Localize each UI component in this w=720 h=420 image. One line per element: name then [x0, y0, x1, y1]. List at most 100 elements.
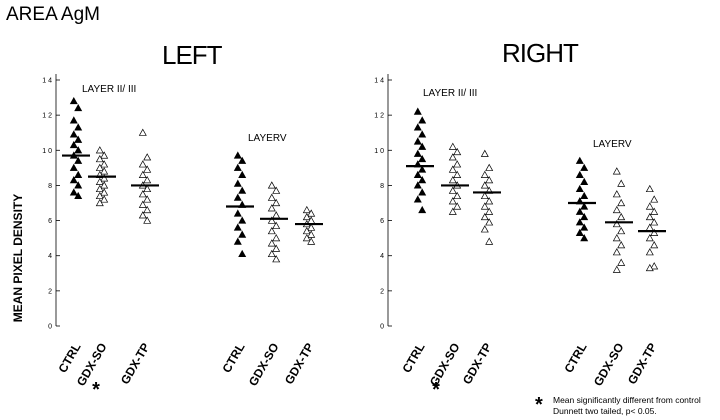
data-point: [485, 197, 494, 205]
data-point: [138, 211, 147, 219]
category-label: GDX-TP: [460, 341, 495, 387]
data-point: [645, 263, 654, 272]
data-point: [448, 207, 457, 215]
data-point: [100, 188, 109, 196]
data-point: [267, 216, 276, 224]
data-point: [453, 160, 462, 168]
data-point: [485, 176, 494, 184]
data-point: [485, 237, 494, 245]
data-point: [95, 146, 104, 154]
data-point: [413, 195, 422, 203]
data-point: [238, 170, 247, 178]
data-point: [480, 202, 489, 210]
data-point: [485, 163, 494, 171]
layer-label: LAYER II/ III: [423, 88, 477, 99]
data-point: [418, 142, 427, 150]
significance-asterisk: *: [432, 379, 440, 401]
data-point: [612, 167, 621, 175]
category-label: CTRL: [219, 341, 247, 376]
data-point: [612, 205, 621, 214]
data-point: [69, 116, 78, 124]
category-label: CTRL: [561, 341, 589, 376]
data-point: [448, 176, 457, 184]
data-point: [418, 130, 427, 138]
y-tick-label: 6: [380, 218, 384, 225]
data-point: [612, 219, 621, 228]
data-point: [448, 186, 457, 194]
data-point: [480, 170, 489, 178]
data-point: [272, 221, 281, 229]
data-point: [453, 202, 462, 210]
category-label: GDX-TP: [118, 341, 153, 387]
data-point: [617, 198, 626, 207]
y-tick-label: 4: [48, 253, 52, 260]
data-point: [418, 154, 427, 163]
data-point: [138, 190, 147, 198]
data-point: [418, 165, 427, 173]
data-point: [267, 226, 276, 235]
data-point: [418, 205, 427, 214]
data-point: [485, 207, 494, 215]
data-point: [575, 207, 584, 215]
data-point: [238, 216, 247, 224]
data-point: [272, 211, 281, 219]
data-point: [617, 212, 626, 221]
data-point: [267, 204, 276, 212]
data-point: [302, 234, 311, 242]
data-point: [95, 198, 104, 207]
data-point: [645, 184, 654, 193]
data-point: [238, 186, 247, 194]
data-point: [575, 156, 584, 164]
footnote-line-1: Mean significantly different from contro…: [553, 395, 701, 405]
data-point: [617, 241, 626, 249]
data-point: [448, 165, 457, 173]
data-point: [272, 198, 281, 207]
data-point: [413, 107, 422, 115]
data-point: [580, 212, 589, 221]
layer-label: LAYER II/ III: [82, 84, 136, 95]
data-point: [650, 195, 659, 203]
data-point: [575, 184, 584, 193]
data-point: [138, 128, 147, 136]
data-point: [580, 191, 589, 200]
data-point: [233, 151, 242, 159]
data-point: [272, 234, 281, 242]
y-tick-label: 0: [380, 324, 384, 331]
data-point: [580, 234, 589, 242]
y-tick-label: 1 2: [42, 113, 52, 120]
footnote-line-2: Dunnett two tailed, p< 0.05.: [553, 406, 657, 416]
data-point: [307, 237, 316, 245]
data-point: [100, 195, 109, 203]
y-tick-label: 1 0: [374, 148, 384, 155]
data-point: [448, 142, 457, 150]
data-point: [74, 181, 83, 189]
data-point: [69, 176, 78, 184]
y-tick-label: 2: [380, 288, 384, 295]
data-point: [74, 156, 83, 164]
data-point: [645, 212, 654, 221]
data-point: [272, 255, 281, 263]
data-point: [650, 228, 659, 236]
data-point: [448, 197, 457, 205]
left-panel-title: LEFT: [162, 40, 223, 70]
data-point: [302, 212, 311, 221]
data-point: [74, 170, 83, 178]
data-point: [480, 212, 489, 221]
data-point: [272, 186, 281, 194]
data-point: [238, 156, 247, 164]
data-point: [138, 200, 147, 208]
data-point: [138, 160, 147, 168]
data-point: [617, 226, 626, 235]
data-point: [413, 170, 422, 178]
data-point: [143, 165, 152, 173]
data-point: [267, 193, 276, 201]
y-tick-label: 1 4: [374, 78, 384, 85]
data-point: [100, 174, 109, 182]
data-point: [413, 149, 422, 157]
data-point: [580, 202, 589, 210]
data-point: [645, 234, 654, 242]
data-point: [453, 170, 462, 178]
